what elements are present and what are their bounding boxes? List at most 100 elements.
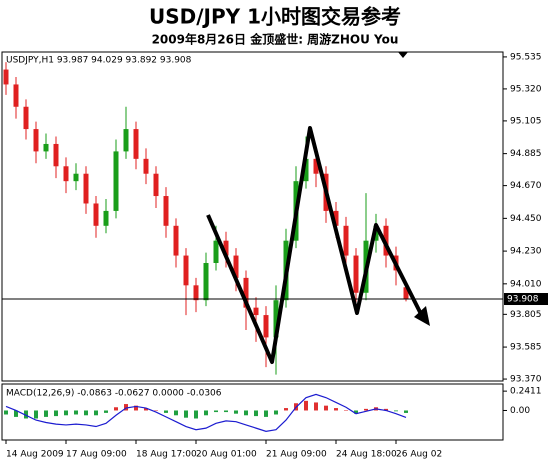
candle-body: [313, 158, 319, 174]
macd-bar: [304, 400, 308, 411]
macd-bar: [94, 410, 98, 416]
macd-bar: [244, 410, 248, 416]
candle-body: [193, 285, 199, 301]
candle-body: [233, 255, 239, 278]
candle-body: [83, 173, 89, 204]
macd-bar: [134, 405, 138, 411]
trend-annotation: [206, 126, 430, 364]
macd-bar: [254, 410, 258, 417]
candle-body: [3, 69, 9, 85]
chart-subtitle: 2009年8月26日 金顶盛世: 周游ZHOU You: [152, 32, 399, 47]
last-price-label: 93.908: [507, 295, 539, 305]
macd-bar: [204, 410, 208, 416]
macd-bar: [384, 408, 388, 411]
candle-body: [213, 240, 219, 264]
candle-body: [63, 166, 69, 182]
y-tick-label: 93.585: [510, 343, 542, 353]
y-tick-label: 95.105: [510, 116, 542, 126]
candle-body: [73, 173, 79, 182]
candle-body: [253, 307, 259, 316]
x-tick-label: 26 Aug 02: [396, 450, 442, 460]
y-tick-label: 94.885: [510, 149, 542, 159]
macd-bar: [124, 404, 128, 411]
macd-bar: [334, 408, 338, 411]
macd-bar: [344, 410, 348, 411]
x-tick-label: 21 Aug 09:00: [266, 450, 327, 460]
macd-bar: [144, 408, 148, 411]
macd-bar: [184, 410, 188, 418]
candle-body: [403, 287, 409, 300]
candle-body: [273, 300, 279, 338]
candle-body: [103, 210, 109, 226]
candle-body: [203, 263, 209, 301]
candle-body: [153, 173, 159, 197]
candle-body: [143, 158, 149, 174]
y-tick-label: 95.535: [510, 52, 542, 62]
candle-body: [303, 158, 309, 182]
macd-tick-label: 0.2411: [510, 387, 542, 397]
candle-body: [33, 129, 39, 152]
macd-line: [5, 393, 407, 432]
shift-marker: [398, 52, 408, 58]
candle-body: [183, 255, 189, 286]
y-tick-label: 93.805: [510, 310, 542, 320]
macd-bar: [404, 410, 408, 413]
candle-body: [13, 84, 19, 107]
candle-body: [43, 143, 49, 152]
macd-bar: [194, 410, 198, 419]
candle-body: [263, 315, 269, 338]
macd-bar: [54, 410, 58, 417]
macd-bar: [214, 410, 218, 413]
candle-body: [23, 106, 29, 130]
y-tick-label: 93.370: [510, 375, 542, 385]
y-tick-label: 94.230: [510, 247, 542, 257]
candle-body: [133, 129, 139, 159]
macd-bar: [264, 410, 268, 417]
candle-body: [223, 240, 229, 256]
macd-bar: [84, 410, 88, 416]
macd-bar: [234, 410, 238, 414]
candle-body: [343, 225, 349, 256]
candle-body: [93, 203, 99, 226]
zigzag: [206, 126, 424, 364]
x-tick-label: 20 Aug 01:00: [196, 450, 257, 460]
chart-header: USDJPY,H1 93.987 94.029 93.892 93.908: [6, 56, 192, 66]
macd-bar: [114, 407, 118, 411]
y-tick-label: 94.670: [510, 181, 542, 191]
candle-body: [53, 143, 59, 167]
macd-bar: [284, 408, 288, 411]
x-tick-label: 24 Aug 18:00: [336, 450, 397, 460]
macd-bar: [64, 410, 68, 416]
macd-tick-label: 0.00: [510, 406, 530, 416]
macd-label: MACD(12,26,9) -0.0863 -0.0627 0.0000 -0.…: [6, 389, 222, 399]
x-tick-label: 18 Aug 17:00: [136, 450, 197, 460]
macd-bar: [324, 405, 328, 411]
last-price-box: [504, 293, 548, 306]
macd-bar: [14, 410, 18, 417]
macd-bar: [44, 410, 48, 417]
macd-bar: [274, 410, 278, 415]
arrow-head: [414, 306, 430, 326]
candle-body: [333, 210, 339, 226]
chart-title: USD/JPY 1小时图交易参考: [149, 5, 401, 29]
candle-body: [243, 277, 249, 308]
x-tick-label: 14 Aug 2009: [6, 450, 64, 460]
macd-bar: [164, 410, 168, 413]
candle-body: [123, 129, 129, 152]
macd-bar: [364, 408, 368, 411]
macd-bar: [104, 410, 108, 413]
candle-body: [163, 196, 169, 226]
macd-bar: [34, 410, 38, 419]
macd-bar: [154, 410, 158, 411]
macd-bar: [174, 410, 178, 416]
candle-body: [173, 225, 179, 256]
y-tick-label: 94.450: [510, 214, 542, 224]
plot: 95.535 95.320 95.105 94.885 94.670 94.450 94.2…: [2, 52, 548, 460]
macd-bar: [314, 402, 318, 411]
y-tick-label: 94.010: [510, 279, 542, 289]
macd-bar: [394, 410, 398, 412]
macd-bar: [24, 410, 28, 419]
candle-body: [353, 255, 359, 293]
